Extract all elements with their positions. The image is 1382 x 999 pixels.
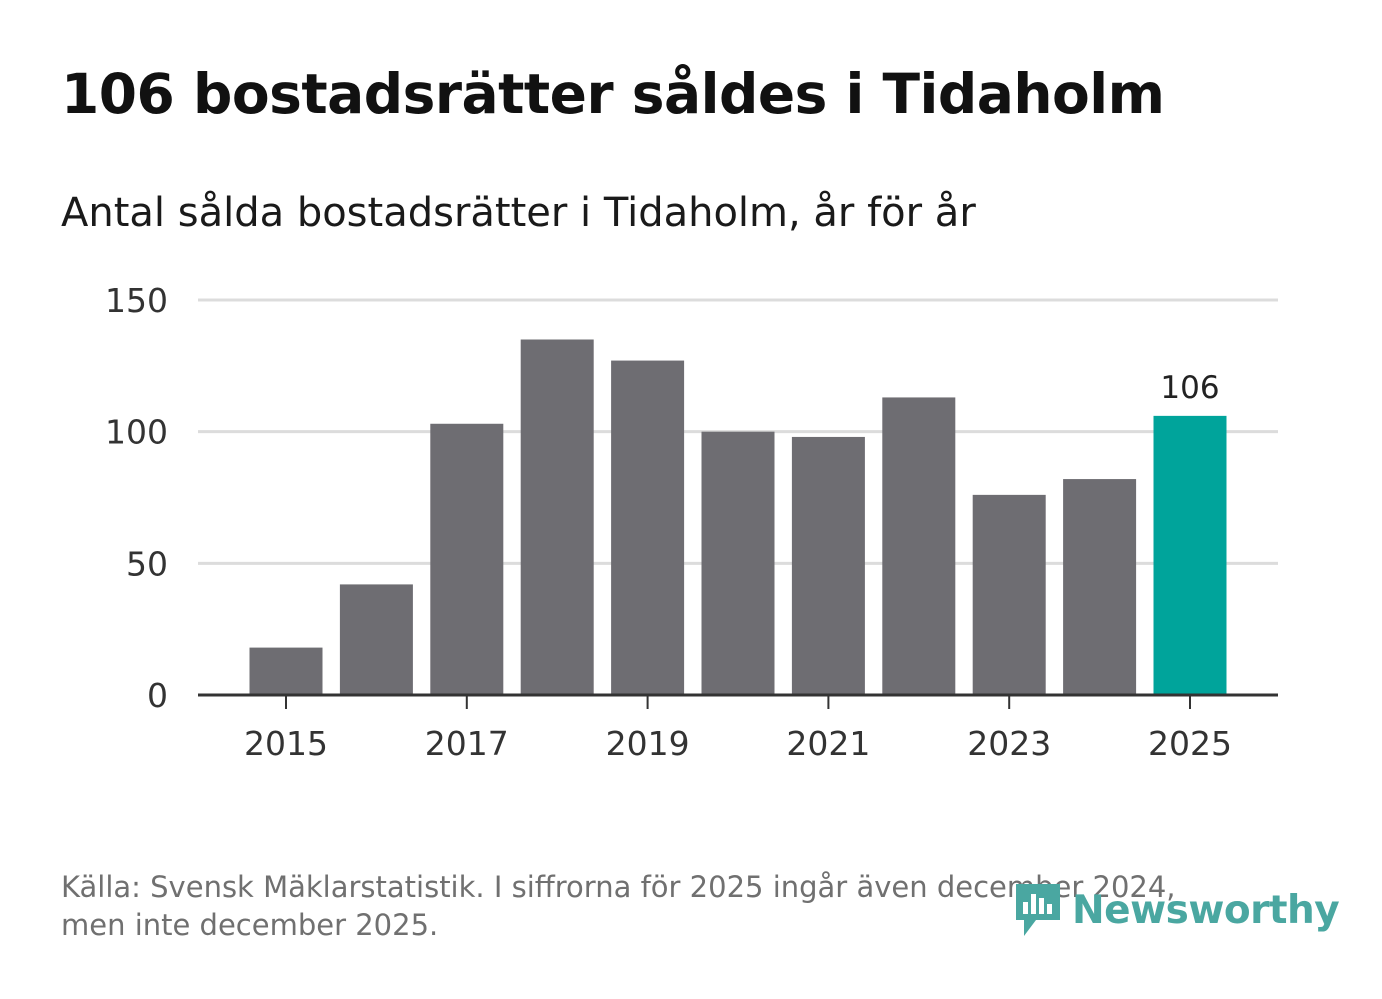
- bar-2021: [791, 436, 865, 695]
- bar-2016: [339, 584, 413, 695]
- bar-2018: [520, 339, 594, 695]
- bar-2022: [882, 397, 956, 695]
- x-tick-label-2021: 2021: [786, 724, 870, 763]
- bar-2023: [972, 494, 1046, 695]
- x-tick-label-2015: 2015: [244, 724, 328, 763]
- y-tick-label-100: 100: [105, 413, 168, 452]
- bar-2019: [611, 360, 685, 695]
- x-tick-label-2023: 2023: [967, 724, 1051, 763]
- bar-2024: [1063, 479, 1137, 695]
- y-tick-label-0: 0: [147, 676, 168, 715]
- data-label-2025: 106: [1160, 370, 1219, 406]
- bar-2020: [701, 431, 775, 695]
- bar-2017: [430, 423, 504, 695]
- source-note: Källa: Svensk Mäklarstatistik. I siffror…: [61, 868, 1261, 944]
- newsworthy-logo: Newsworthy: [1012, 880, 1340, 940]
- bar-2015: [249, 647, 323, 695]
- y-tick-label-50: 50: [126, 544, 168, 583]
- x-tick-label-2025: 2025: [1148, 724, 1232, 763]
- y-tick-label-150: 150: [105, 281, 168, 320]
- x-tick-label-2017: 2017: [425, 724, 509, 763]
- chart-title: 106 bostadsrätter såldes i Tidaholm: [61, 62, 1165, 126]
- chart-subtitle: Antal sålda bostadsrätter i Tidaholm, år…: [61, 190, 976, 236]
- newsworthy-logo-icon: [1016, 884, 1060, 936]
- source-note-line-1: Källa: Svensk Mäklarstatistik. I siffror…: [61, 870, 1176, 904]
- logo-text: Newsworthy: [1072, 887, 1340, 933]
- bar-2025: [1153, 415, 1227, 695]
- x-tick-label-2019: 2019: [606, 724, 690, 763]
- source-note-line-2: men inte december 2025.: [61, 908, 439, 942]
